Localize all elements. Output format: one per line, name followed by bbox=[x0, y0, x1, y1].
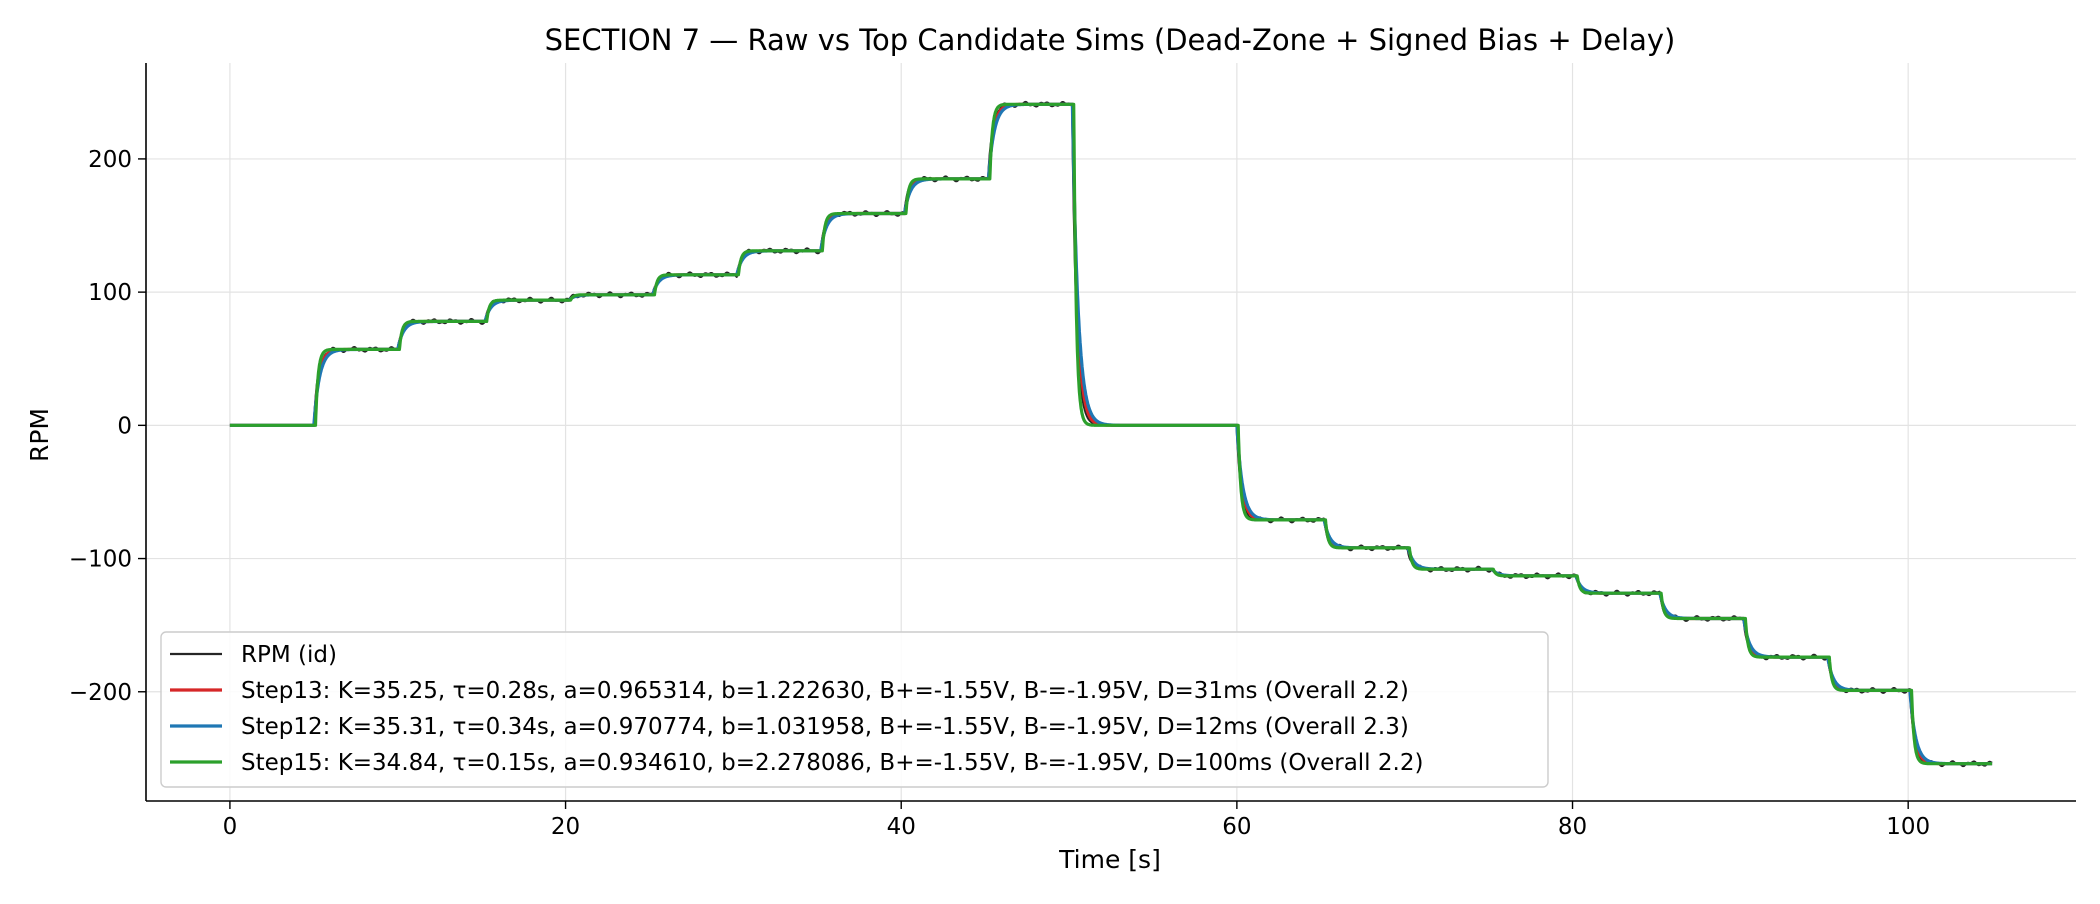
series-line-3 bbox=[228, 102, 1994, 766]
x-tick-label: 40 bbox=[887, 814, 916, 840]
axes-layer: 0 20 40 60 80 100 −200 −100 0 100 200 bbox=[69, 63, 2076, 840]
y-tick-label: −200 bbox=[69, 680, 132, 706]
y-tick-label: −100 bbox=[69, 547, 132, 573]
y-tick-label: 0 bbox=[117, 413, 132, 439]
legend: RPM (id) Step13: K=35.25, τ=0.28s, a=0.96… bbox=[160, 631, 1549, 788]
series-layer bbox=[228, 100, 1994, 768]
y-tick-label: 200 bbox=[88, 147, 132, 173]
x-tick-label: 80 bbox=[1558, 814, 1587, 840]
x-tick-label: 60 bbox=[1222, 814, 1251, 840]
legend-label-1: Step13: K=35.25, τ=0.28s, a=0.965314, b=… bbox=[241, 678, 1409, 704]
y-tick-label: 100 bbox=[88, 280, 132, 306]
legend-box bbox=[160, 631, 1549, 788]
x-tick-label: 100 bbox=[1886, 814, 1930, 840]
legend-label-3: Step15: K=34.84, τ=0.15s, a=0.934610, b=… bbox=[241, 750, 1423, 776]
x-axis-label: Time [s] bbox=[1058, 845, 1161, 874]
x-tick-label: 0 bbox=[223, 814, 238, 840]
y-axis-label: RPM bbox=[25, 408, 54, 462]
x-tick-label: 20 bbox=[551, 814, 580, 840]
legend-label-0: RPM (id) bbox=[241, 642, 337, 668]
chart-title: SECTION 7 — Raw vs Top Candidate Sims (D… bbox=[545, 23, 1676, 57]
legend-label-2: Step12: K=35.31, τ=0.34s, a=0.970774, b=… bbox=[241, 714, 1409, 740]
